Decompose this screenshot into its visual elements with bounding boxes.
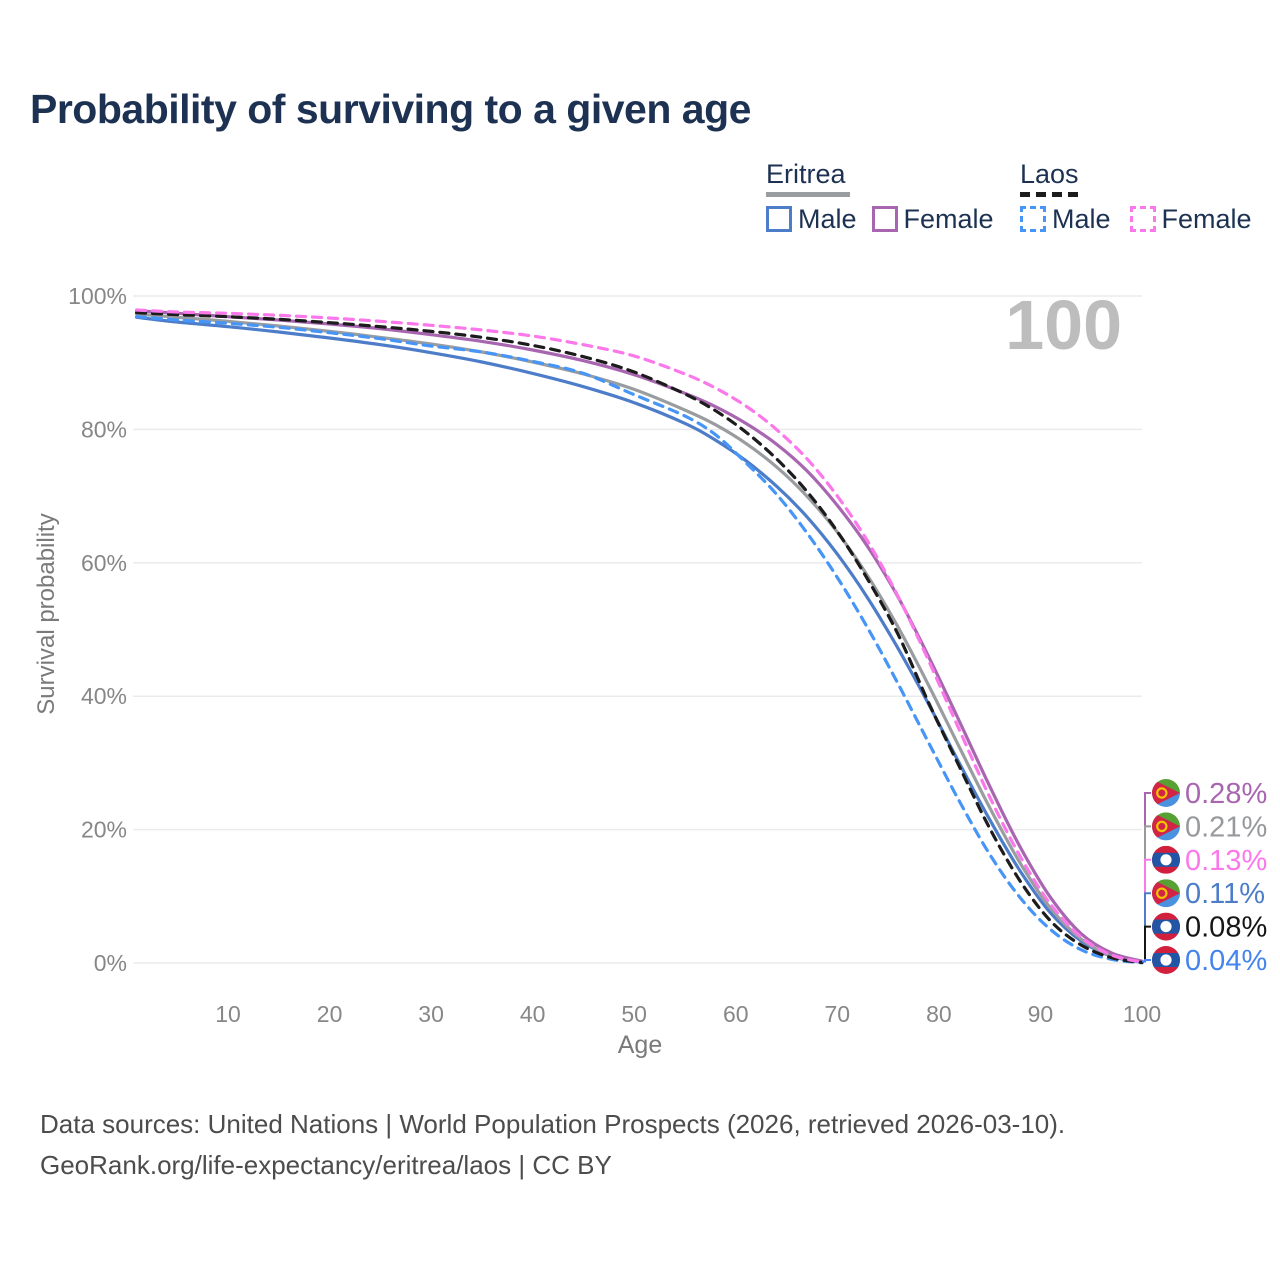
laos-flag-icon (1152, 946, 1180, 974)
x-tick-label: 100 (1123, 1001, 1161, 1027)
eritrea-solid-line-swatch (766, 192, 850, 197)
x-axis-label: Age (617, 1031, 663, 1059)
y-tick-label: 60% (81, 550, 127, 576)
legend-item-eritrea-male[interactable]: Male (766, 204, 857, 234)
end-label-value: 0.28% (1185, 778, 1267, 810)
end-label-value: 0.13% (1185, 845, 1267, 877)
page-title: Probability of surviving to a given age (30, 86, 751, 132)
leader-line (1142, 959, 1151, 963)
legend-item-label: Female (903, 204, 994, 234)
legend-group-laos: Laos Male Female (1020, 159, 1252, 234)
leader-line (1142, 858, 1151, 963)
footer-source-line: Data sources: United Nations | World Pop… (40, 1109, 1066, 1139)
legend-item-label: Male (1052, 204, 1111, 234)
laos-dashed-line-swatch (1020, 192, 1078, 197)
leader-line (1142, 925, 1151, 963)
legend: Eritrea Male Female Laos Male (0, 160, 1280, 240)
laos-flag-icon (1152, 912, 1180, 941)
y-tick-label: 0% (94, 950, 127, 976)
eritrea-flag-icon (1152, 879, 1180, 908)
legend-item-laos-female[interactable]: Female (1129, 204, 1252, 234)
eritrea-male-swatch (766, 206, 792, 232)
series-line-eritrea-male (135, 315, 1144, 964)
end-label-value: 0.11% (1185, 878, 1265, 910)
legend-item-label: Female (1161, 204, 1252, 234)
x-tick-label: 20 (317, 1001, 343, 1027)
y-tick-label: 40% (81, 683, 127, 709)
x-tick-label: 30 (418, 1001, 444, 1027)
eritrea-female-swatch (871, 206, 898, 232)
x-tick-label: 70 (825, 1001, 851, 1027)
laos-flag-icon (1152, 845, 1180, 874)
x-tick-label: 10 (215, 1001, 241, 1027)
y-tick-label: 100% (68, 283, 127, 309)
legend-group-label-laos[interactable]: Laos (1020, 159, 1079, 189)
series-line-laos-male (135, 315, 1144, 965)
legend-group-eritrea: Eritrea Male Female (766, 159, 994, 234)
series-line-eritrea-total (135, 312, 1144, 964)
x-tick-label: 80 (926, 1001, 952, 1027)
y-tick-label: 20% (81, 817, 127, 843)
laos-male-swatch (1020, 206, 1046, 232)
series-line-laos-total (135, 311, 1144, 965)
eritrea-flag-icon (1152, 812, 1180, 841)
footer-license-line: GeoRank.org/life-expectancy/eritrea/laos… (40, 1150, 612, 1180)
y-axis-label: Survival probability (33, 513, 60, 715)
end-label-value: 0.08% (1185, 912, 1267, 944)
x-tick-label: 60 (723, 1001, 749, 1027)
legend-item-laos-male[interactable]: Male (1020, 204, 1111, 234)
legend-group-label-eritrea[interactable]: Eritrea (766, 159, 846, 189)
age-watermark: 100 (1005, 286, 1122, 364)
laos-female-swatch (1129, 206, 1156, 232)
x-tick-label: 40 (520, 1001, 546, 1027)
leader-line (1142, 792, 1151, 963)
legend-items-laos: Male Female (1020, 204, 1252, 234)
end-label-value: 0.21% (1185, 811, 1267, 843)
end-label-value: 0.04% (1185, 945, 1267, 977)
eritrea-flag-icon (1152, 779, 1180, 807)
series-line-laos-female (135, 308, 1144, 964)
footer: Data sources: United Nations | World Pop… (40, 1104, 1065, 1186)
series-line-eritrea-female (135, 309, 1144, 963)
legend-item-eritrea-female[interactable]: Female (871, 204, 994, 234)
legend-items-eritrea: Male Female (766, 204, 994, 234)
legend-item-label: Male (798, 204, 857, 234)
x-tick-label: 50 (621, 1001, 647, 1027)
x-tick-label: 90 (1028, 1001, 1054, 1027)
y-tick-label: 80% (81, 416, 127, 442)
